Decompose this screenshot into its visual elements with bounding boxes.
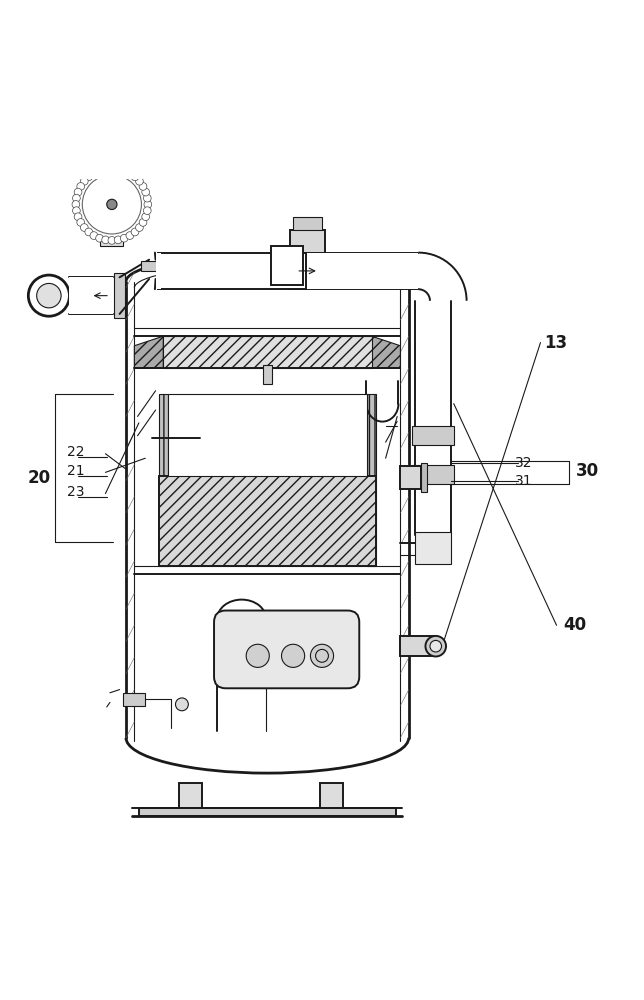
Circle shape — [85, 228, 93, 236]
Circle shape — [426, 636, 446, 656]
Circle shape — [136, 177, 143, 185]
Circle shape — [281, 644, 305, 667]
Circle shape — [126, 169, 134, 177]
Circle shape — [77, 219, 84, 226]
Circle shape — [316, 649, 328, 662]
Bar — [401, 636, 436, 656]
Bar — [293, 217, 322, 230]
Circle shape — [310, 644, 334, 667]
Bar — [421, 463, 427, 492]
Circle shape — [139, 219, 147, 226]
Circle shape — [74, 213, 82, 221]
Bar — [139, 808, 396, 816]
Bar — [270, 246, 303, 285]
Circle shape — [85, 173, 93, 181]
Bar — [159, 476, 376, 566]
Circle shape — [139, 183, 147, 190]
Circle shape — [144, 194, 151, 202]
Circle shape — [80, 177, 88, 185]
Circle shape — [175, 698, 188, 711]
Bar — [115, 273, 125, 318]
Circle shape — [142, 213, 149, 221]
Circle shape — [75, 168, 149, 241]
FancyBboxPatch shape — [214, 611, 359, 688]
Text: 20: 20 — [28, 469, 51, 487]
Circle shape — [131, 173, 139, 181]
Circle shape — [142, 188, 149, 196]
Circle shape — [246, 644, 269, 667]
Text: 21: 21 — [66, 464, 84, 478]
Circle shape — [108, 165, 116, 172]
Circle shape — [90, 169, 98, 177]
Circle shape — [107, 199, 117, 210]
Bar — [104, 220, 120, 237]
Circle shape — [82, 175, 142, 234]
Text: 32: 32 — [515, 456, 533, 470]
Text: 22: 22 — [67, 445, 84, 459]
Circle shape — [102, 236, 109, 244]
Circle shape — [120, 167, 128, 174]
Circle shape — [144, 207, 151, 215]
Bar — [70, 277, 113, 314]
Circle shape — [144, 201, 152, 208]
Bar — [156, 253, 162, 289]
Circle shape — [72, 201, 80, 208]
Bar — [179, 783, 202, 812]
Circle shape — [73, 194, 80, 202]
Circle shape — [136, 224, 143, 231]
Bar — [159, 394, 168, 566]
Text: 30: 30 — [576, 462, 599, 480]
Circle shape — [90, 232, 98, 239]
Circle shape — [430, 640, 442, 652]
Bar — [367, 394, 376, 566]
Circle shape — [303, 273, 316, 285]
Circle shape — [131, 228, 139, 236]
Bar — [163, 336, 372, 368]
Circle shape — [206, 273, 219, 285]
Text: 40: 40 — [563, 616, 586, 634]
Circle shape — [96, 234, 104, 242]
Text: 13: 13 — [544, 334, 567, 352]
Bar — [100, 237, 124, 246]
Circle shape — [114, 236, 122, 244]
Bar — [141, 261, 164, 271]
Text: 23: 23 — [67, 485, 84, 499]
Bar — [123, 693, 146, 706]
Bar — [290, 230, 325, 253]
Circle shape — [80, 224, 88, 231]
Circle shape — [108, 237, 116, 244]
Circle shape — [74, 188, 82, 196]
Bar — [287, 253, 419, 289]
Circle shape — [77, 183, 84, 190]
Bar — [263, 365, 272, 384]
Bar — [412, 465, 454, 484]
Circle shape — [96, 167, 104, 174]
Bar — [158, 253, 306, 289]
Bar — [321, 783, 343, 812]
Circle shape — [120, 234, 128, 242]
Circle shape — [126, 232, 134, 239]
Circle shape — [73, 207, 80, 215]
Bar — [401, 466, 421, 489]
Bar — [168, 394, 367, 476]
Circle shape — [28, 275, 70, 316]
Circle shape — [102, 165, 109, 173]
Bar — [415, 532, 451, 564]
Circle shape — [114, 165, 122, 173]
Polygon shape — [372, 336, 401, 368]
Polygon shape — [135, 336, 164, 368]
Bar — [412, 426, 454, 445]
Text: 31: 31 — [515, 474, 533, 488]
Circle shape — [37, 283, 61, 308]
